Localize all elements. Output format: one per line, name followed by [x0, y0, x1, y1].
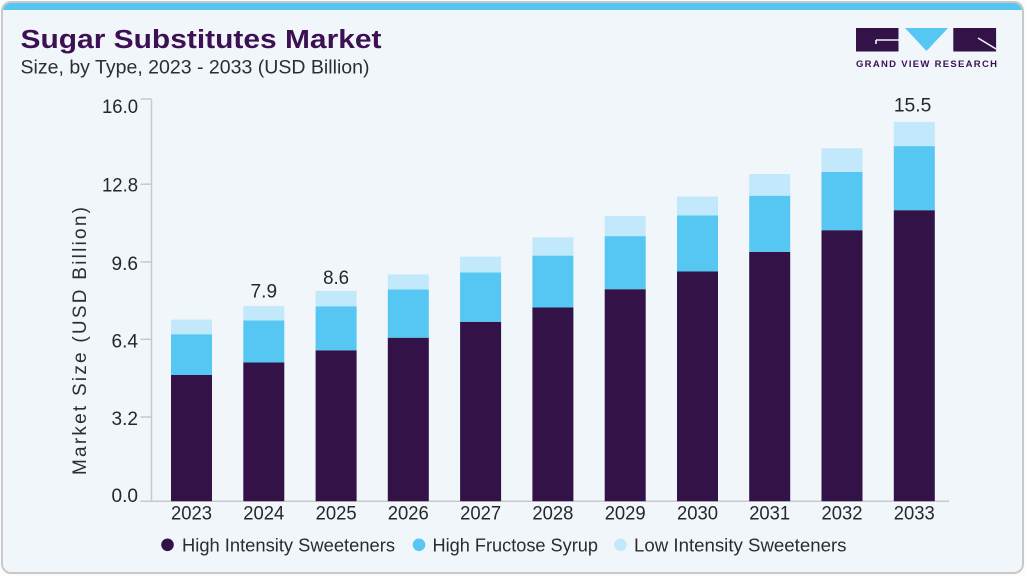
svg-text:Size, by Type, 2023 - 2033 (US: Size, by Type, 2023 - 2033 (USD Billion) — [21, 57, 370, 79]
svg-text:2023: 2023 — [171, 503, 212, 525]
svg-text:2031: 2031 — [749, 503, 790, 525]
svg-text:7.9: 7.9 — [251, 282, 278, 303]
svg-text:Sugar Substitutes Market: Sugar Substitutes Market — [21, 26, 383, 54]
svg-text:2028: 2028 — [532, 503, 573, 525]
svg-text:High Fructose Syrup: High Fructose Syrup — [433, 535, 599, 555]
svg-text:2024: 2024 — [243, 503, 284, 525]
svg-text:8.6: 8.6 — [323, 268, 349, 289]
svg-text:3.2: 3.2 — [112, 409, 139, 430]
svg-text:Low Intensity Sweeteners: Low Intensity Sweeteners — [634, 535, 847, 555]
svg-text:2033: 2033 — [894, 503, 935, 525]
svg-text:9.6: 9.6 — [112, 254, 139, 275]
svg-text:2032: 2032 — [822, 503, 863, 525]
svg-text:16.0: 16.0 — [102, 97, 138, 118]
svg-text:0.0: 0.0 — [112, 486, 139, 507]
svg-text:12.8: 12.8 — [102, 175, 138, 196]
svg-text:GRAND VIEW RESEARCH: GRAND VIEW RESEARCH — [856, 59, 997, 70]
svg-text:2025: 2025 — [316, 503, 357, 525]
svg-text:2026: 2026 — [388, 503, 429, 525]
svg-text:Market Size (USD Billion): Market Size (USD Billion) — [70, 207, 91, 475]
svg-text:High Intensity Sweeteners: High Intensity Sweeteners — [182, 535, 395, 555]
svg-text:2030: 2030 — [677, 503, 718, 525]
svg-text:6.4: 6.4 — [112, 332, 139, 353]
svg-text:2027: 2027 — [460, 503, 501, 525]
svg-text:15.5: 15.5 — [894, 96, 932, 117]
svg-text:2029: 2029 — [605, 503, 646, 525]
